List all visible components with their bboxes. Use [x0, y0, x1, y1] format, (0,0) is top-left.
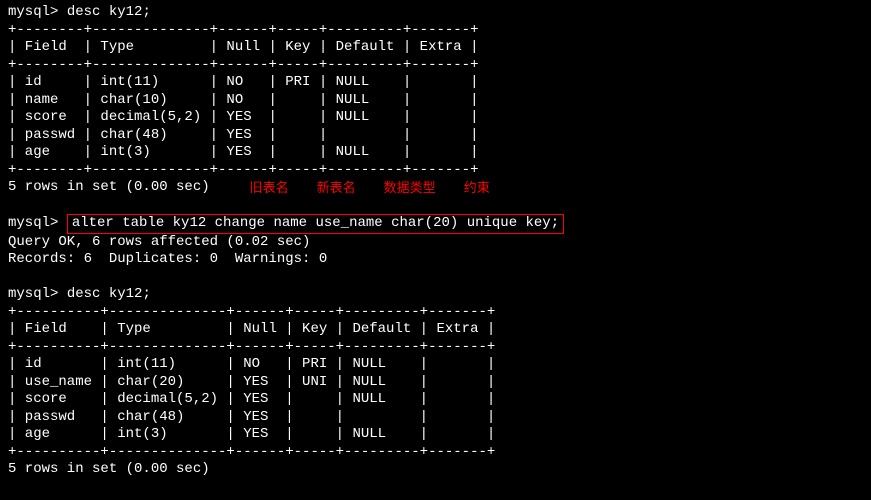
table1-row: | id | int(11) | NO | PRI | NULL | |: [8, 74, 863, 92]
result-2: 5 rows in set (0.00 sec): [8, 461, 863, 479]
prompt-line-1: mysql> desc ky12;: [8, 4, 863, 22]
annotation-old-name: 旧表名: [250, 180, 289, 196]
annotation-data-type: 数据类型: [384, 180, 436, 196]
prompt-line-alter: mysql> alter table ky12 change name use_…: [8, 214, 863, 234]
result-1: 5 rows in set (0.00 sec): [8, 179, 210, 197]
table2-sep-bot: +----------+--------------+------+-----+…: [8, 444, 863, 462]
mysql-prompt: mysql>: [8, 215, 58, 231]
table2-row: | age | int(3) | YES | | NULL | |: [8, 426, 863, 444]
table2-header: | Field | Type | Null | Key | Default | …: [8, 321, 863, 339]
table2-row: | use_name | char(20) | YES | UNI | NULL…: [8, 374, 863, 392]
annotation-new-name: 新表名: [317, 180, 356, 196]
annotation-group: 旧表名 新表名 数据类型 约束: [250, 180, 490, 196]
table1-row: | age | int(3) | YES | | NULL | |: [8, 144, 863, 162]
blank-line: [8, 197, 863, 215]
table2-row: | passwd | char(48) | YES | | | |: [8, 409, 863, 427]
prompt-line-2: mysql> desc ky12;: [8, 286, 863, 304]
table2-sep-mid: +----------+--------------+------+-----+…: [8, 339, 863, 357]
alter-response-2: Records: 6 Duplicates: 0 Warnings: 0: [8, 251, 863, 269]
table2-row: | id | int(11) | NO | PRI | NULL | |: [8, 356, 863, 374]
mysql-prompt: mysql>: [8, 4, 58, 20]
command-desc-2: desc ky12;: [67, 286, 151, 302]
table1-header: | Field | Type | Null | Key | Default | …: [8, 39, 863, 57]
mysql-prompt: mysql>: [8, 286, 58, 302]
command-desc-1: desc ky12;: [67, 4, 151, 20]
annotation-constraint: 约束: [464, 180, 490, 196]
table1-row: | name | char(10) | NO | | NULL | |: [8, 92, 863, 110]
table1-sep-top: +--------+--------------+------+-----+--…: [8, 22, 863, 40]
table1-sep-mid: +--------+--------------+------+-----+--…: [8, 57, 863, 75]
table2-row: | score | decimal(5,2) | YES | | NULL | …: [8, 391, 863, 409]
table2-sep-top: +----------+--------------+------+-----+…: [8, 304, 863, 322]
table1-sep-bot: +--------+--------------+------+-----+--…: [8, 162, 863, 180]
alter-response-1: Query OK, 6 rows affected (0.02 sec): [8, 234, 863, 252]
blank-line: [8, 269, 863, 287]
table1-row: | score | decimal(5,2) | YES | | NULL | …: [8, 109, 863, 127]
alter-command-box: alter table ky12 change name use_name ch…: [67, 214, 564, 234]
table1-row: | passwd | char(48) | YES | | | |: [8, 127, 863, 145]
